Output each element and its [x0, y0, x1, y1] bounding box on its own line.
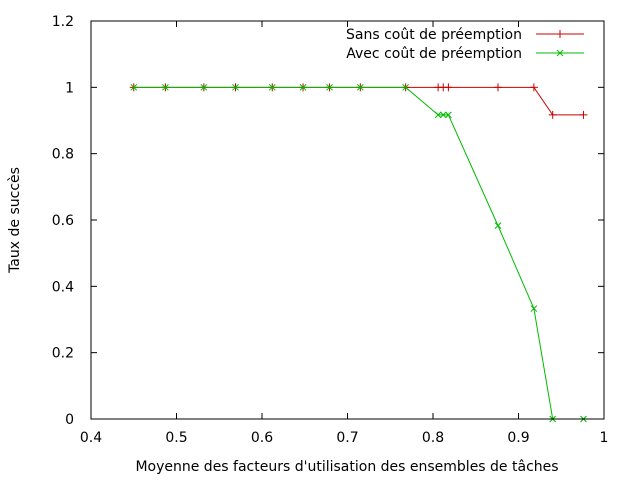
data-point [493, 83, 502, 92]
data-point [356, 83, 364, 91]
plot-frame [90, 20, 605, 420]
x-tick-label: 0.9 [507, 430, 529, 446]
legend-marker [556, 30, 564, 38]
data-point [268, 83, 276, 91]
series-line-2 [133, 86, 584, 420]
x-tick-label: 0.7 [336, 430, 358, 446]
x-tick-label: 0.5 [165, 430, 187, 446]
x-tick-label: 0.4 [80, 430, 102, 446]
data-point [434, 111, 442, 119]
data-point [445, 111, 452, 119]
y-tick-label: 1.2 [52, 14, 74, 30]
data-point [130, 83, 138, 91]
data-point [548, 110, 557, 119]
data-point [299, 83, 307, 91]
data-point [402, 83, 409, 91]
y-tick-label: 0.8 [52, 147, 74, 163]
legend-label: Avec coût de préemption [346, 46, 522, 62]
y-tick-label: 0.6 [52, 213, 74, 229]
legend-marker [556, 49, 564, 57]
data-point [439, 111, 447, 119]
data-point [326, 83, 333, 91]
data-point [579, 110, 588, 119]
legend: Sans coût de préemption Avec coût de prée… [346, 27, 584, 62]
y-tick-label: 0.2 [52, 346, 74, 362]
data-point [444, 83, 453, 92]
legend-label: Sans coût de préemption [346, 27, 522, 43]
y-tick-label: 0 [65, 412, 74, 428]
x-tick-label: 0.8 [422, 430, 444, 446]
series-line-1 [133, 86, 584, 116]
data-point [232, 83, 239, 91]
x-tick-label: 0.6 [251, 430, 273, 446]
data-point [529, 83, 538, 92]
data-point [200, 83, 208, 91]
data-point [494, 222, 502, 229]
axis-ticks: 0.4 0.5 0.6 0.7 0.8 0.9 1 0 0.2 0.4 0.6 0.8 1 1.2 [52, 14, 609, 446]
y-tick-label: 1 [65, 80, 74, 96]
series-layer [129, 83, 588, 423]
data-point [162, 83, 169, 91]
x-axis-label: Moyenne des facteurs d'utilisation des e… [135, 459, 558, 475]
y-axis-label: Taux de succès [7, 167, 23, 274]
y-tick-label: 0.4 [52, 279, 74, 295]
x-tick-label: 1 [600, 430, 609, 446]
data-point [530, 305, 538, 312]
